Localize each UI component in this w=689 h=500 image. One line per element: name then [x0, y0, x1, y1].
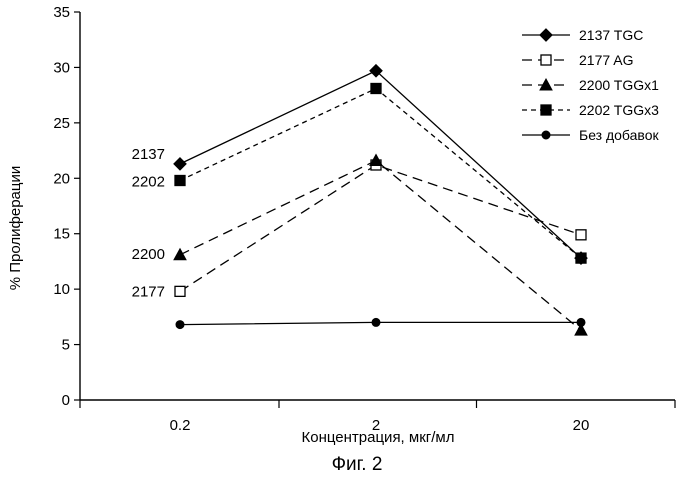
series-line-4	[180, 322, 581, 324]
x-tick-label: 0.2	[170, 417, 191, 434]
series-line-1	[180, 165, 581, 291]
data-point-series-3	[576, 253, 586, 263]
legend-label: Без добавок	[579, 127, 659, 143]
legend-label: 2177 AG	[579, 52, 634, 68]
annotations: 2137 2202 2200 2177	[132, 146, 165, 300]
y-axis-title: % Пролиферации	[7, 166, 24, 291]
legend-label: 2137 TGC	[579, 27, 643, 43]
legend-marker	[541, 105, 551, 115]
y-tick-label: 10	[53, 281, 70, 298]
y-tick-label: 30	[53, 59, 70, 76]
data-point-series-1	[175, 286, 185, 296]
data-point-series-3	[371, 83, 381, 93]
legend: 2137 TGC 2177 AG 2200 TGGx1 2202 TGGx3 Без д…	[522, 27, 659, 143]
legend-marker	[542, 131, 550, 139]
legend-label: 2202 TGGx3	[579, 102, 659, 118]
legend-marker	[540, 29, 552, 41]
point-annotation: 2177	[132, 283, 165, 300]
axes: 051015202530350.2220Концентрация, мкг/мл…	[7, 4, 675, 446]
figure-caption: Фиг. 2	[332, 454, 383, 475]
legend-marker	[541, 55, 551, 65]
point-annotation: 2200	[132, 246, 165, 263]
data-point-series-1	[576, 230, 586, 240]
point-annotation: 2202	[132, 174, 165, 191]
x-tick-label: 20	[573, 417, 590, 434]
x-axis-title: Концентрация, мкг/мл	[302, 429, 455, 446]
data-point-series-4	[176, 321, 184, 329]
y-tick-label: 15	[53, 226, 70, 243]
data-point-series-2	[174, 249, 186, 260]
y-tick-label: 0	[62, 392, 70, 409]
series-line-2	[180, 161, 581, 331]
point-annotation: 2137	[132, 146, 165, 163]
data-point-series-0	[174, 158, 186, 170]
series-markers	[174, 65, 587, 335]
series-line-3	[180, 88, 581, 258]
series-lines	[180, 71, 581, 330]
y-tick-label: 25	[53, 115, 70, 132]
y-tick-label: 20	[53, 170, 70, 187]
data-point-series-4	[577, 318, 585, 326]
legend-label: 2200 TGGx1	[579, 77, 659, 93]
y-tick-label: 35	[53, 4, 70, 21]
y-tick-label: 5	[62, 337, 70, 354]
data-point-series-4	[372, 318, 380, 326]
data-point-series-3	[175, 176, 185, 186]
